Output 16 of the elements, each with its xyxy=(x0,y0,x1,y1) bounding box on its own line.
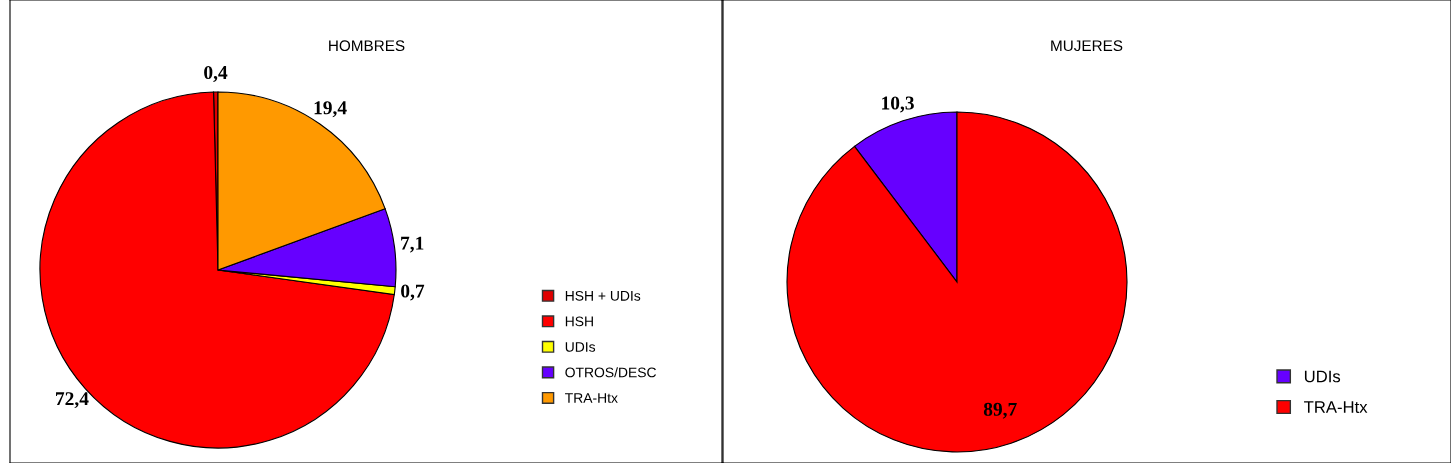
data-label: 89,7 xyxy=(983,402,1017,419)
legend-label: HSH xyxy=(565,316,593,327)
data-label: 72,4 xyxy=(56,392,89,409)
chart-title: MUJERES xyxy=(1051,40,1123,52)
legend-label: OTROS/DESC xyxy=(565,367,657,378)
legend-label: TRA-Htx xyxy=(565,393,618,403)
legend-label: TRA-Htx xyxy=(1304,401,1368,413)
data-label: 19,4 xyxy=(314,101,347,118)
legend-label: HSH + UDIs xyxy=(565,290,641,301)
data-label: 7,1 xyxy=(401,236,424,253)
data-label: 10,3 xyxy=(882,96,914,113)
legend-label: UDIs xyxy=(1304,370,1341,383)
data-label: 0,4 xyxy=(204,65,228,82)
legend-label: UDIs xyxy=(565,342,596,352)
chart-title: HOMBRES xyxy=(329,40,405,52)
data-label: 0,7 xyxy=(401,284,425,301)
